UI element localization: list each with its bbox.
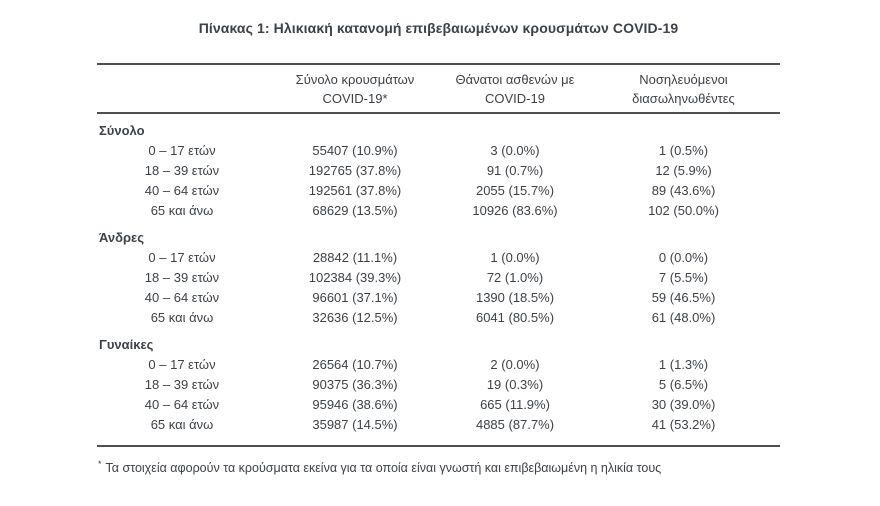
table-row: 18 – 39 ετών 90375 (36.3%) 19 (0.3%) 5 (… — [97, 375, 780, 395]
covid-age-distribution-table: Σύνολο κρουσμάτων COVID-19* Θάνατοι ασθε… — [97, 63, 780, 447]
column-header-line: Θάνατοι ασθενών με — [455, 72, 575, 87]
age-label: 40 – 64 ετών — [144, 290, 220, 305]
column-header-line: Νοσηλευόμενοι — [639, 72, 728, 87]
footnote: * Τα στοιχεία αφορούν τα κρούσματα εκείνα… — [98, 456, 781, 476]
age-label: 40 – 64 ετών — [144, 397, 220, 412]
table-row: 18 – 39 ετών 192765 (37.8%) 91 (0.7%) 12… — [97, 161, 780, 181]
cases-cell: 102384 (39.3%) — [308, 270, 402, 285]
table-row: 65 και άνω 32636 (12.5%) 6041 (80.5%) 61… — [97, 308, 780, 328]
intubated-cell: 59 (46.5%) — [651, 290, 716, 305]
table-row: 40 – 64 ετών 192561 (37.8%) 2055 (15.7%)… — [97, 181, 780, 201]
section-header-men: Άνδρες — [97, 221, 780, 248]
intubated-cell: 5 (6.5%) — [658, 377, 709, 392]
column-header-line: COVID-19 — [485, 91, 545, 106]
table-row: 18 – 39 ετών 102384 (39.3%) 72 (1.0%) 7 … — [97, 268, 780, 288]
age-label: 40 – 64 ετών — [144, 183, 220, 198]
section-label: Γυναίκες — [99, 337, 154, 352]
section-header-women: Γυναίκες — [97, 328, 780, 355]
cases-cell: 35987 (14.5%) — [312, 417, 398, 432]
age-label: 18 – 39 ετών — [144, 270, 220, 285]
deaths-cell: 2 (0.0%) — [490, 357, 540, 372]
intubated-cell: 89 (43.6%) — [651, 183, 716, 198]
table-row: 0 – 17 ετών 55407 (10.9%) 3 (0.0%) 1 (0.… — [97, 141, 780, 161]
data-table: Σύνολο κρουσμάτων COVID-19* Θάνατοι ασθε… — [97, 65, 780, 435]
cases-cell: 96601 (37.1%) — [312, 290, 398, 305]
cases-cell: 32636 (12.5%) — [312, 310, 398, 325]
column-header-intubated: Νοσηλευόμενοι διασωληνωθέντες — [587, 65, 780, 113]
column-header-line: διασωληνωθέντες — [632, 91, 735, 106]
deaths-cell: 2055 (15.7%) — [475, 183, 555, 198]
header-row: Σύνολο κρουσμάτων COVID-19* Θάνατοι ασθε… — [97, 65, 780, 113]
table-title: Πίνακας 1: Ηλικιακή κατανομή επιβεβαιωμέ… — [198, 20, 679, 36]
cases-cell: 28842 (11.1%) — [312, 250, 398, 265]
deaths-cell: 1 (0.0%) — [490, 250, 540, 265]
intubated-cell: 30 (39.0%) — [651, 397, 716, 412]
deaths-cell: 1390 (18.5%) — [475, 290, 555, 305]
cases-cell: 68629 (13.5%) — [312, 203, 398, 218]
age-label: 18 – 39 ετών — [144, 377, 220, 392]
cases-cell: 55407 (10.9%) — [312, 143, 398, 158]
intubated-cell: 41 (53.2%) — [651, 417, 716, 432]
cases-cell: 26564 (10.7%) — [312, 357, 398, 372]
footnote-marker: * — [98, 459, 102, 469]
table-row: 0 – 17 ετών 26564 (10.7%) 2 (0.0%) 1 (1.… — [97, 355, 780, 375]
intubated-cell: 12 (5.9%) — [655, 163, 712, 178]
section-label: Άνδρες — [99, 230, 144, 245]
intubated-cell: 102 (50.0%) — [648, 203, 719, 218]
age-label: 65 και άνω — [150, 417, 214, 432]
column-header-line: Σύνολο κρουσμάτων — [295, 72, 415, 87]
deaths-cell: 72 (1.0%) — [486, 270, 544, 285]
age-label: 0 – 17 ετών — [148, 250, 216, 265]
intubated-cell: 7 (5.5%) — [658, 270, 709, 285]
age-label: 65 και άνω — [150, 310, 214, 325]
column-header-empty — [97, 65, 267, 113]
deaths-cell: 19 (0.3%) — [486, 377, 544, 392]
cases-cell: 192765 (37.8%) — [308, 163, 402, 178]
table-row: 40 – 64 ετών 96601 (37.1%) 1390 (18.5%) … — [97, 288, 780, 308]
table-body: Σύνολο 0 – 17 ετών 55407 (10.9%) 3 (0.0%… — [97, 113, 780, 435]
deaths-cell: 91 (0.7%) — [486, 163, 544, 178]
cases-cell: 90375 (36.3%) — [312, 377, 398, 392]
deaths-cell: 6041 (80.5%) — [475, 310, 555, 325]
table-row: 65 και άνω 68629 (13.5%) 10926 (83.6%) 1… — [97, 201, 780, 221]
age-label: 0 – 17 ετών — [148, 357, 216, 372]
cases-cell: 192561 (37.8%) — [308, 183, 402, 198]
intubated-cell: 0 (0.0%) — [658, 250, 709, 265]
deaths-cell: 10926 (83.6%) — [472, 203, 558, 218]
age-label: 18 – 39 ετών — [144, 163, 220, 178]
footnote-text: Τα στοιχεία αφορούν τα κρούσματα εκείνα … — [105, 461, 662, 476]
deaths-cell: 3 (0.0%) — [490, 143, 540, 158]
column-header-deaths: Θάνατοι ασθενών με COVID-19 — [443, 65, 587, 113]
section-label: Σύνολο — [99, 123, 145, 138]
deaths-cell: 4885 (87.7%) — [475, 417, 555, 432]
age-label: 0 – 17 ετών — [148, 143, 216, 158]
column-header-line: COVID-19* — [322, 91, 388, 106]
column-header-total-cases: Σύνολο κρουσμάτων COVID-19* — [267, 65, 443, 113]
intubated-cell: 61 (48.0%) — [651, 310, 716, 325]
cases-cell: 95946 (38.6%) — [312, 397, 398, 412]
age-label: 65 και άνω — [150, 203, 214, 218]
intubated-cell: 1 (0.5%) — [658, 143, 709, 158]
table-row: 65 και άνω 35987 (14.5%) 4885 (87.7%) 41… — [97, 415, 780, 435]
intubated-cell: 1 (1.3%) — [658, 357, 709, 372]
table-row: 0 – 17 ετών 28842 (11.1%) 1 (0.0%) 0 (0.… — [97, 248, 780, 268]
section-header-total: Σύνολο — [97, 113, 780, 141]
document-page: Πίνακας 1: Ηλικιακή κατανομή επιβεβαιωμέ… — [97, 20, 781, 476]
table-row: 40 – 64 ετών 95946 (38.6%) 665 (11.9%) 3… — [97, 395, 780, 415]
deaths-cell: 665 (11.9%) — [480, 397, 550, 412]
table-header: Σύνολο κρουσμάτων COVID-19* Θάνατοι ασθε… — [97, 65, 780, 113]
